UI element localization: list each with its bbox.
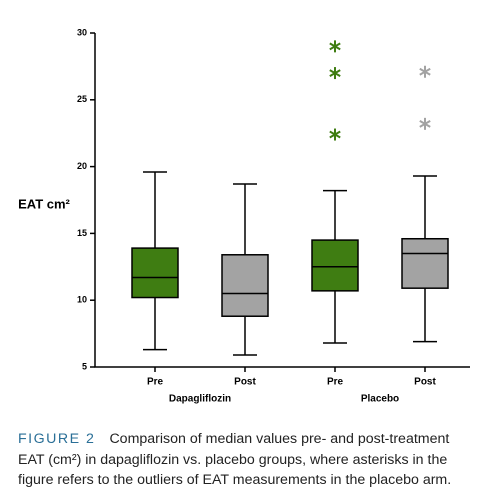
x-tick-label: Pre [147,377,164,388]
x-tick-label: Post [414,377,436,388]
x-tick-label: Post [234,377,256,388]
whisker-lower [413,288,437,343]
outlier [329,67,341,80]
whisker-upper [233,183,257,255]
group-label: Dapagliflozin [169,394,231,405]
outlier-stroke [329,69,341,77]
outlier-stroke [329,130,341,139]
whisker-upper [323,189,347,241]
y-axis-label: EAT cm² [18,196,70,211]
y-tick-label: 30 [77,27,87,37]
outlier [419,65,431,78]
whisker-lower [323,290,347,344]
outlier-stroke [419,119,431,128]
x-tick-label: Pre [327,377,344,388]
whisker-lower [143,297,167,351]
outlier-stroke [329,42,341,51]
outlier-stroke [419,67,431,76]
y-tick-label: 25 [77,94,87,104]
outlier [329,40,341,53]
y-tick-label: 15 [77,228,87,238]
caption: FIGURE 2 Comparison of median values pre-… [18,429,470,491]
outlier [329,128,341,141]
y-tick-label: 20 [77,161,87,171]
caption-label: FIGURE 2 [18,431,96,447]
box [131,247,179,299]
y-tick-label: 5 [82,361,87,371]
box [221,254,269,317]
outlier [419,117,431,130]
whisker-lower [233,316,257,356]
caption-text: Comparison of median values pre- and pos… [18,431,452,488]
group-label: Placebo [361,394,399,405]
whisker-upper [143,171,167,249]
whisker-upper [413,175,437,239]
box [401,237,449,289]
y-tick-label: 10 [77,295,87,305]
box [311,239,359,292]
